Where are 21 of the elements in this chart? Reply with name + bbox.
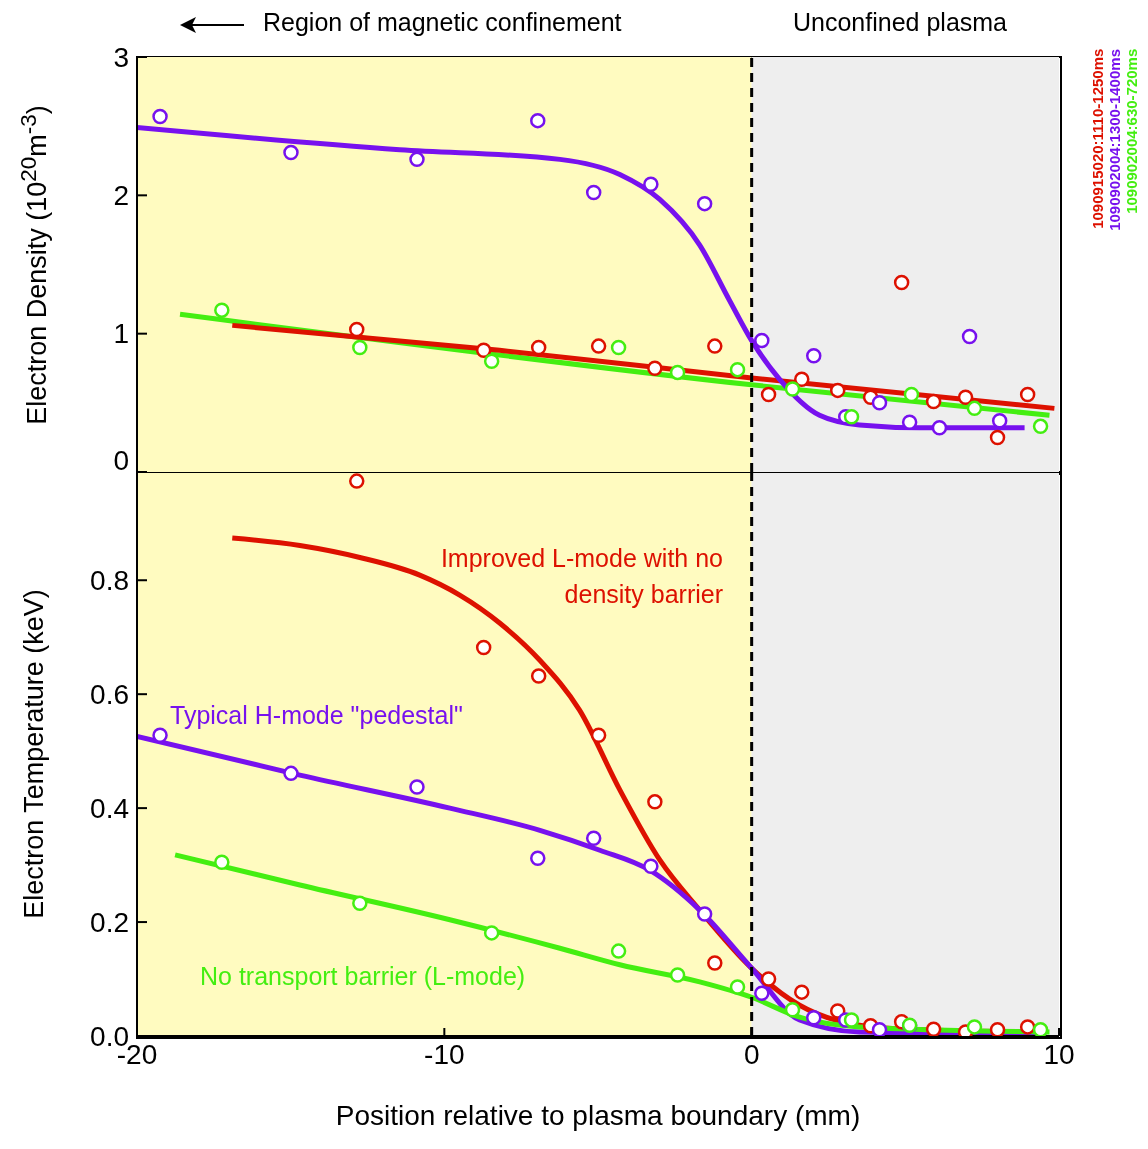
y-tick-label: 2: [113, 180, 129, 212]
text: 1090902004:1300-1400ms: [1106, 49, 1123, 231]
y-tick-label: 0: [113, 444, 129, 476]
y-tick-label: 0.8: [90, 565, 129, 597]
y-tick-label: 0.4: [90, 792, 129, 824]
text: Unconfined plasma: [793, 8, 1008, 37]
series-label: Improved L-mode with no density barrier: [439, 543, 723, 610]
x-tick-label: 0: [743, 1038, 760, 1070]
series-label: Typical H-mode "pedestal": [170, 700, 464, 731]
y-tick-label: 3: [113, 41, 129, 73]
x-tick-label: -10: [424, 1038, 465, 1070]
y-tick-label: 1: [113, 318, 129, 350]
y-tick-label: 0.2: [90, 906, 129, 938]
y-tick-label: 0.6: [90, 678, 129, 710]
series-label: No transport barrier (L-mode): [200, 961, 527, 992]
text: Region of magnetic confinement: [263, 8, 622, 37]
text: 1090902004:630-720ms: [1123, 49, 1140, 217]
x-axis-title: Position relative to plasma boundary (mm): [335, 1100, 861, 1132]
text: 1090915020:1110-1250ms: [1089, 49, 1106, 231]
x-tick-label: 10: [1043, 1038, 1075, 1070]
y-axis-title: Electron Temperature (keV): [18, 589, 50, 919]
